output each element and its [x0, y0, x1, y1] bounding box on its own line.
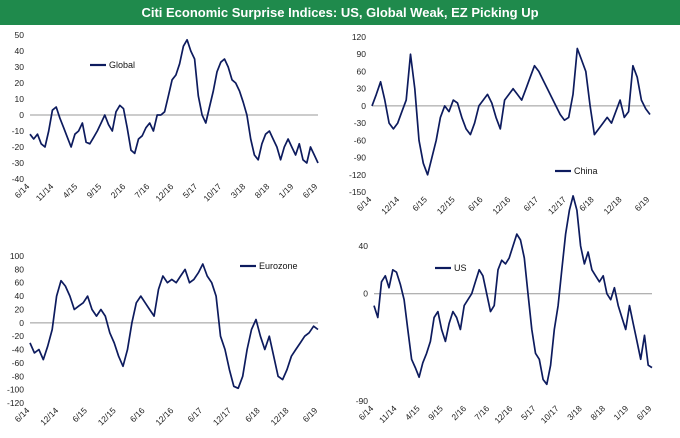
x-tick-label: 12/16	[153, 405, 175, 427]
x-tick-label: 6/19	[635, 403, 654, 422]
y-tick-label: -20	[12, 331, 25, 341]
y-tick-label: -150	[349, 187, 366, 197]
x-tick-label: 8/18	[588, 403, 607, 422]
series-line-global	[29, 38, 319, 164]
x-tick-label: 12/15	[435, 194, 457, 216]
x-tick-label: 12/16	[490, 194, 512, 216]
x-tick-label: 8/18	[253, 181, 272, 200]
x-tick-label: 6/19	[633, 194, 652, 213]
y-tick-label: -60	[354, 135, 367, 145]
x-tick-label: 6/18	[577, 194, 596, 213]
x-tick-label: 2/16	[109, 181, 128, 200]
chart-title: Citi Economic Surprise Indices: US, Glob…	[0, 0, 680, 25]
legend-label: Global	[109, 60, 135, 70]
x-tick-label: 9/15	[426, 403, 445, 422]
y-tick-label: 10	[15, 94, 25, 104]
x-tick-label: 7/16	[133, 181, 152, 200]
x-tick-label: 12/16	[153, 181, 175, 203]
x-tick-label: 7/16	[472, 403, 491, 422]
y-tick-label: -60	[12, 358, 25, 368]
x-tick-label: 6/19	[301, 181, 320, 200]
y-tick-label: 30	[15, 62, 25, 72]
x-tick-label: 4/15	[403, 403, 422, 422]
x-tick-label: 5/17	[519, 403, 538, 422]
x-tick-label: 5/17	[181, 181, 200, 200]
x-tick-label: 6/15	[70, 405, 89, 424]
x-tick-label: 3/18	[229, 181, 248, 200]
y-tick-label: 0	[361, 101, 366, 111]
x-tick-label: 12/15	[96, 405, 118, 427]
y-tick-label: -80	[12, 371, 25, 381]
chart-us: 403020100-10-20-30-40-50-60-70-80-906/14…	[356, 195, 654, 425]
y-tick-label: 20	[15, 304, 25, 314]
x-tick-label: 6/18	[243, 405, 262, 424]
x-tick-label: 12/17	[211, 405, 233, 427]
y-tick-label: 30	[357, 84, 367, 94]
legend-label: US	[454, 263, 467, 273]
y-tick-label: 60	[15, 278, 25, 288]
x-tick-label: 2/16	[449, 403, 468, 422]
x-tick-label: 12/14	[38, 405, 60, 427]
x-tick-label: 12/17	[546, 194, 568, 216]
y-tick-label: 100	[10, 251, 24, 261]
y-tick-label: 0	[19, 318, 24, 328]
x-tick-label: 6/17	[185, 405, 204, 424]
y-tick-label: 20	[15, 78, 25, 88]
x-tick-label: 4/15	[61, 181, 80, 200]
y-tick-label: 50	[15, 30, 25, 40]
y-tick-label: 90	[357, 49, 367, 59]
y-tick-label: -10	[12, 126, 25, 136]
y-tick-label: -40	[12, 174, 25, 184]
y-tick-label: -30	[12, 158, 25, 168]
x-tick-label: 9/15	[85, 181, 104, 200]
x-tick-label: 11/14	[377, 403, 399, 425]
series-line-eurozone	[29, 263, 319, 390]
series-line-china	[371, 47, 651, 176]
legend-label: Eurozone	[259, 261, 298, 271]
x-tick-label: 10/17	[539, 403, 561, 425]
y-tick-label: 40	[15, 46, 25, 56]
series-line-us	[373, 195, 653, 386]
y-tick-label: 40	[15, 291, 25, 301]
y-tick-label: 120	[352, 32, 366, 42]
y-tick-label: -90	[354, 153, 367, 163]
y-tick-label: 80	[15, 264, 25, 274]
y-tick-label: -30	[354, 118, 367, 128]
y-tick-label: -40	[12, 345, 25, 355]
y-tick-label: 0	[19, 110, 24, 120]
x-tick-label: 10/17	[201, 181, 223, 203]
legend-label: China	[574, 166, 598, 176]
x-tick-label: 12/18	[601, 194, 623, 216]
y-tick-label: -120	[7, 398, 24, 408]
x-tick-label: 6/19	[301, 405, 320, 424]
y-tick-label: -90	[356, 396, 369, 406]
y-tick-label: 40	[359, 241, 369, 251]
y-tick-label: -20	[12, 142, 25, 152]
y-tick-label: 60	[357, 66, 367, 76]
x-tick-label: 1/19	[611, 403, 630, 422]
x-tick-label: 1/19	[277, 181, 296, 200]
x-tick-label: 12/18	[268, 405, 290, 427]
x-tick-label: 6/16	[128, 405, 147, 424]
x-tick-label: 12/14	[379, 194, 401, 216]
x-tick-label: 11/14	[34, 181, 56, 203]
x-tick-label: 6/15	[410, 194, 429, 213]
y-tick-label: 0	[363, 289, 368, 299]
y-tick-label: -100	[7, 385, 24, 395]
y-tick-label: -120	[349, 170, 366, 180]
x-tick-label: 12/16	[492, 403, 514, 425]
x-tick-label: 6/16	[466, 194, 485, 213]
x-tick-label: 3/18	[565, 403, 584, 422]
x-tick-label: 6/17	[521, 194, 540, 213]
